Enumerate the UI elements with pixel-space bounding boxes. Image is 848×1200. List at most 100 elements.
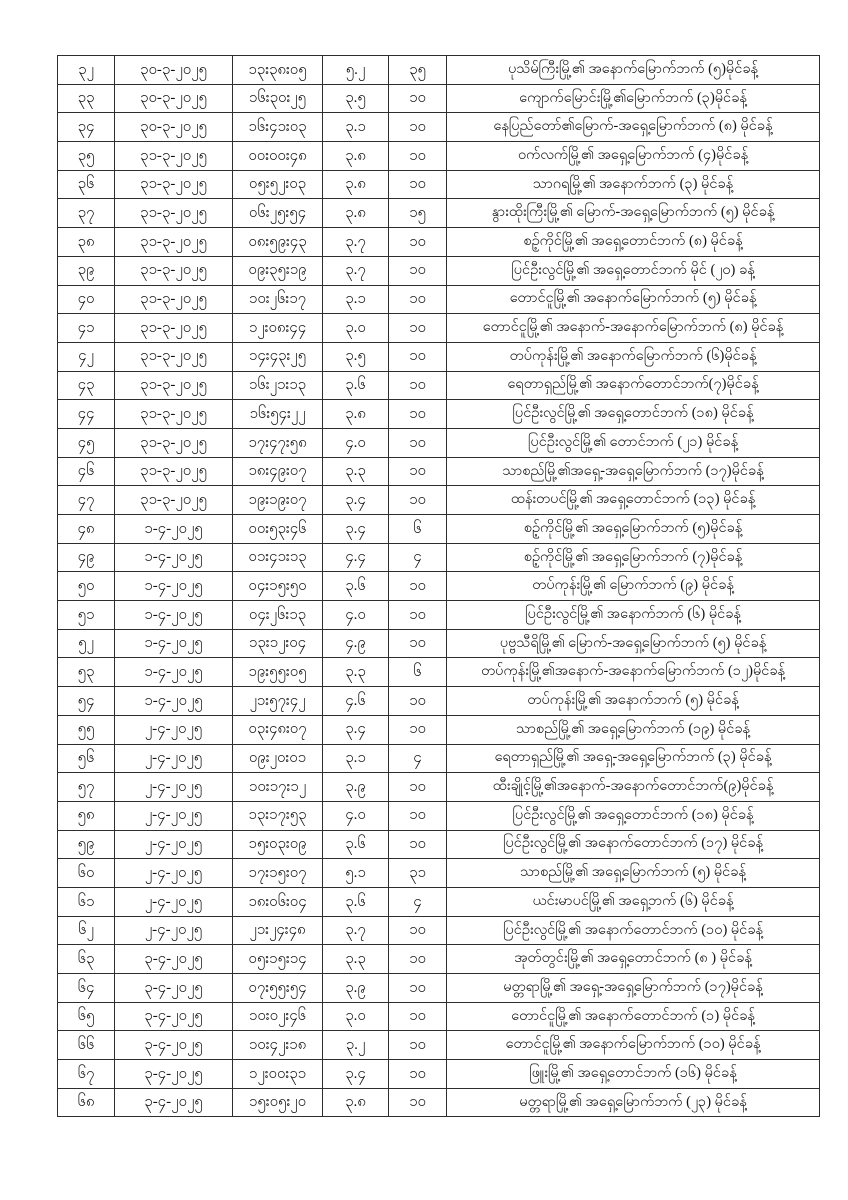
depth-cell: ၁၀	[388, 83, 447, 114]
depth-cell: ၁၀	[388, 341, 447, 372]
event-time-cell: ၀၆း၂၅း၅၄	[232, 198, 323, 229]
table-row: ၄၉ ၁-၄-၂၀၂၅ ၀၁း၄၁း၁၃ ၄.၄ ၄ စဉ့်ကိုင်မြို…	[57, 542, 820, 573]
magnitude-cell: ၃.၅	[322, 341, 389, 372]
event-time-cell: ၁၂း၀၈း၄၄	[232, 313, 323, 343]
magnitude-cell: ၃.၆	[322, 829, 389, 860]
event-time-cell: ၁၂း၀၀း၃၁	[232, 1059, 323, 1089]
event-date-cell: ၁-၄-၂၀၂၅	[114, 600, 233, 630]
location-desc-cell: ပြင်ဦးလွင်မြို့၏ တောင်ဘက် (၂၁) မိုင်ခန့်	[446, 427, 820, 458]
depth-cell: ၁၀	[388, 427, 447, 458]
row-number-cell: ၅၅	[57, 714, 115, 745]
location-desc-cell: ကျောက်မြောင်းမြို့၏မြောက်ဘက် (၃)မိုင်ခန့…	[446, 83, 820, 114]
table-row: ၆၂ ၂-၄-၂၀၂၅ ၂၁း၂၄း၄၈ ၃.၇ ၁၀ ပြင်ဦးလွင်မြ…	[57, 915, 820, 946]
event-time-cell: ၁၀း၄၂း၁၈	[232, 1030, 323, 1061]
event-date-cell: ၃၁-၃-၂၀၂၅	[114, 427, 233, 458]
location-desc-cell: ထီးချိုင့်မြို့၏အနောက်-အနောက်တောင်ဘက်(၉)…	[446, 772, 820, 802]
depth-cell: ၁၀	[388, 1087, 447, 1118]
table-row: ၅၁ ၁-၄-၂၀၂၅ ၀၄း၂၆း၁၃ ၄.၀ ၁၀ ပြင်ဦးလွင်မြ…	[57, 600, 820, 630]
magnitude-cell: ၃.၉	[322, 973, 389, 1003]
event-time-cell: ၂၁း၅၇း၄၂	[232, 686, 323, 716]
depth-cell: ၁၀	[388, 628, 447, 659]
depth-cell: ၄	[388, 542, 447, 573]
row-number-cell: ၄၁	[57, 313, 115, 343]
location-desc-cell: ပြင်ဦးလွင်မြို့၏ အနောက်ဘက် (၆) မိုင်ခန့်	[446, 600, 820, 630]
event-date-cell: ၃၀-၃-၂၀၂၅	[114, 55, 233, 85]
event-time-cell: ၁၀း၀၂း၄၆	[232, 1001, 323, 1032]
event-time-cell: ၁၆း၃၀း၂၅	[232, 83, 323, 114]
row-number-cell: ၃၆	[57, 169, 115, 200]
table-row: ၃၄ ၃၀-၃-၂၀၂၅ ၁၆း၄၁း၀၃ ၃.၁ ၁၀ နေပြည်တော်၏…	[57, 112, 820, 143]
table-row: ၅၉ ၂-၄-၂၀၂၅ ၁၅း၀၃း၀၉ ၃.၆ ၁၀ ပြင်ဦးလွင်မြ…	[57, 829, 820, 860]
event-date-cell: ၂-၄-၂၀၂၅	[114, 800, 233, 831]
row-number-cell: ၆၇	[57, 1059, 115, 1089]
depth-cell: ၁၀	[388, 1059, 447, 1089]
location-desc-cell: သာဂရမြို့၏ အနောက်ဘက် (၃) မိုင်ခန့်	[446, 169, 820, 200]
location-desc-cell: ပုသိမ်ကြီးမြို့၏ အနောက်မြောက်ဘက် (၅)မိုင…	[446, 55, 820, 85]
event-date-cell: ၃၁-၃-၂၀၂၅	[114, 485, 233, 515]
event-date-cell: ၂-၄-၂၀၂၅	[114, 858, 233, 888]
event-time-cell: ၀၃း၄၈း၀၇	[232, 714, 323, 745]
magnitude-cell: ၅.၁	[322, 858, 389, 888]
event-date-cell: ၃-၄-၂၀၂၅	[114, 944, 233, 974]
location-desc-cell: မတ္တရာမြို့၏ အရှေ့မြောက်ဘက် (၂၃) မိုင်ခန…	[446, 1087, 820, 1118]
table-row: ၄၄ ၃၁-၃-၂၀၂၅ ၁၆း၅၄း၂၂ ၃.၈ ၁၀ ပြင်ဦးလွင်မ…	[57, 399, 820, 429]
location-desc-cell: ပြင်ဦးလွင်မြို့၏ အနောက်တောင်ဘက် (၁၇) မို…	[446, 829, 820, 860]
event-date-cell: ၁-၄-၂၀၂၅	[114, 542, 233, 573]
event-time-cell: ၁၆း၅၄း၂၂	[232, 399, 323, 429]
depth-cell: ၁၀	[388, 686, 447, 716]
event-time-cell: ၁၀း၂၆း၁၇	[232, 284, 323, 315]
location-desc-cell: တောင်ငူမြို့၏ အနောက်တောင်ဘက် (၁) မိုင်ခန…	[446, 1001, 820, 1032]
table-row: ၆၆ ၃-၄-၂၀၂၅ ၁၀း၄၂း၁၈ ၃.၂ ၁၀ တောင်ငူမြို့…	[57, 1030, 820, 1061]
event-time-cell: ၁၀း၁၇း၁၂	[232, 772, 323, 802]
location-desc-cell: နေပြည်တော်၏မြောက်-အရှေ့မြောက်ဘက် (၈) မို…	[446, 112, 820, 143]
location-desc-cell: သာစည်မြို့၏ အရှေ့မြောက်ဘက် (၁၉) မိုင်ခန့…	[446, 714, 820, 745]
row-number-cell: ၃၈	[57, 227, 115, 257]
table-row: ၅၇ ၂-၄-၂၀၂၅ ၁၀း၁၇း၁၂ ၃.၉ ၁၀ ထီးချိုင့်မြ…	[57, 772, 820, 802]
location-desc-cell: စဉ့်ကိုင်မြို့၏ အရှေ့မြောက်ဘက် (၅)မိုင်ခ…	[446, 514, 820, 544]
row-number-cell: ၆၅	[57, 1001, 115, 1032]
table-row: ၅၅ ၂-၄-၂၀၂၅ ၀၃း၄၈း၀၇ ၃.၄ ၁၀ သာစည်မြို့၏ …	[57, 714, 820, 745]
event-time-cell: ၁၈း၄၉း၀၇	[232, 456, 323, 487]
table-row: ၃၅ ၃၁-၃-၂၀၂၅ ၀၀း၀၀း၄၈ ၃.၈ ၁၀ ဝက်လက်မြို့…	[57, 141, 820, 171]
location-desc-cell: ယင်းမာပင်မြို့၏ အရှေ့ဘက် (၆) မိုင်ခန့်	[446, 886, 820, 917]
magnitude-cell: ၅.၂	[322, 55, 389, 85]
magnitude-cell: ၃.၅	[322, 83, 389, 114]
event-time-cell: ၁၇း၁၅း၀၇	[232, 858, 323, 888]
location-desc-cell: ပြင်ဦးလွင်မြို့၏ အရှေ့တောင်ဘက် (၁၈) မိုင…	[446, 800, 820, 831]
event-date-cell: ၂-၄-၂၀၂၅	[114, 772, 233, 802]
event-time-cell: ၀၈း၅၉း၄၃	[232, 227, 323, 257]
event-time-cell: ၁၃း၁၇း၅၃	[232, 800, 323, 831]
depth-cell: ၁၀	[388, 141, 447, 171]
event-date-cell: ၂-၄-၂၀၂၅	[114, 714, 233, 745]
magnitude-cell: ၃.၂	[322, 1030, 389, 1061]
event-date-cell: ၃-၄-၂၀၂၅	[114, 1087, 233, 1118]
event-date-cell: ၃၁-၃-၂၀၂၅	[114, 169, 233, 200]
row-number-cell: ၅၃	[57, 657, 115, 688]
magnitude-cell: ၄.၉	[322, 628, 389, 659]
row-number-cell: ၅၀	[57, 571, 115, 602]
table-row: ၄၁ ၃၁-၃-၂၀၂၅ ၁၂း၀၈း၄၄ ၃.၀ ၁၀ တောင်ငူမြို…	[57, 313, 820, 343]
magnitude-cell: ၃.၀	[322, 1001, 389, 1032]
depth-cell: ၁၀	[388, 829, 447, 860]
event-date-cell: ၃၀-၃-၂၀၂၅	[114, 112, 233, 143]
row-number-cell: ၃၃	[57, 83, 115, 114]
location-desc-cell: ထန်းတပင်မြို့၏ အရှေ့တောင်ဘက် (၁၃) မိုင်ခ…	[446, 485, 820, 515]
row-number-cell: ၆၆	[57, 1030, 115, 1061]
location-desc-cell: ပြင်ဦးလွင်မြို့၏ အနောက်တောင်ဘက် (၁၀) မို…	[446, 915, 820, 946]
row-number-cell: ၆၈	[57, 1087, 115, 1118]
magnitude-cell: ၃.၀	[322, 313, 389, 343]
row-number-cell: ၄၀	[57, 284, 115, 315]
depth-cell: ၁၀	[388, 800, 447, 831]
table-row: ၃၆ ၃၁-၃-၂၀၂၅ ၀၅း၅၂း၀၃ ၃.၈ ၁၀ သာဂရမြို့၏ …	[57, 169, 820, 200]
row-number-cell: ၅၂	[57, 628, 115, 659]
location-desc-cell: တောင်ငူမြို့၏ အနောက်မြောက်ဘက် (၁၀) မိုင်…	[446, 1030, 820, 1061]
event-date-cell: ၃-၄-၂၀၂၅	[114, 1059, 233, 1089]
event-date-cell: ၂-၄-၂၀၂၅	[114, 915, 233, 946]
depth-cell: ၁၀	[388, 399, 447, 429]
depth-cell: ၁၀	[388, 485, 447, 515]
location-desc-cell: ပုဗ္ဗသီရိမြို့၏ မြောက်-အရှေ့မြောက်ဘက် (၅…	[446, 628, 820, 659]
row-number-cell: ၄၉	[57, 542, 115, 573]
table-row: ၅၂ ၁-၄-၂၀၂၅ ၁၃း၁၂း၀၄ ၄.၉ ၁၀ ပုဗ္ဗသီရိမြိ…	[57, 628, 820, 659]
table-row: ၆၈ ၃-၄-၂၀၂၅ ၁၅း၀၅း၂၀ ၃.၈ ၁၀ မတ္တရာမြို့၏…	[57, 1087, 820, 1118]
